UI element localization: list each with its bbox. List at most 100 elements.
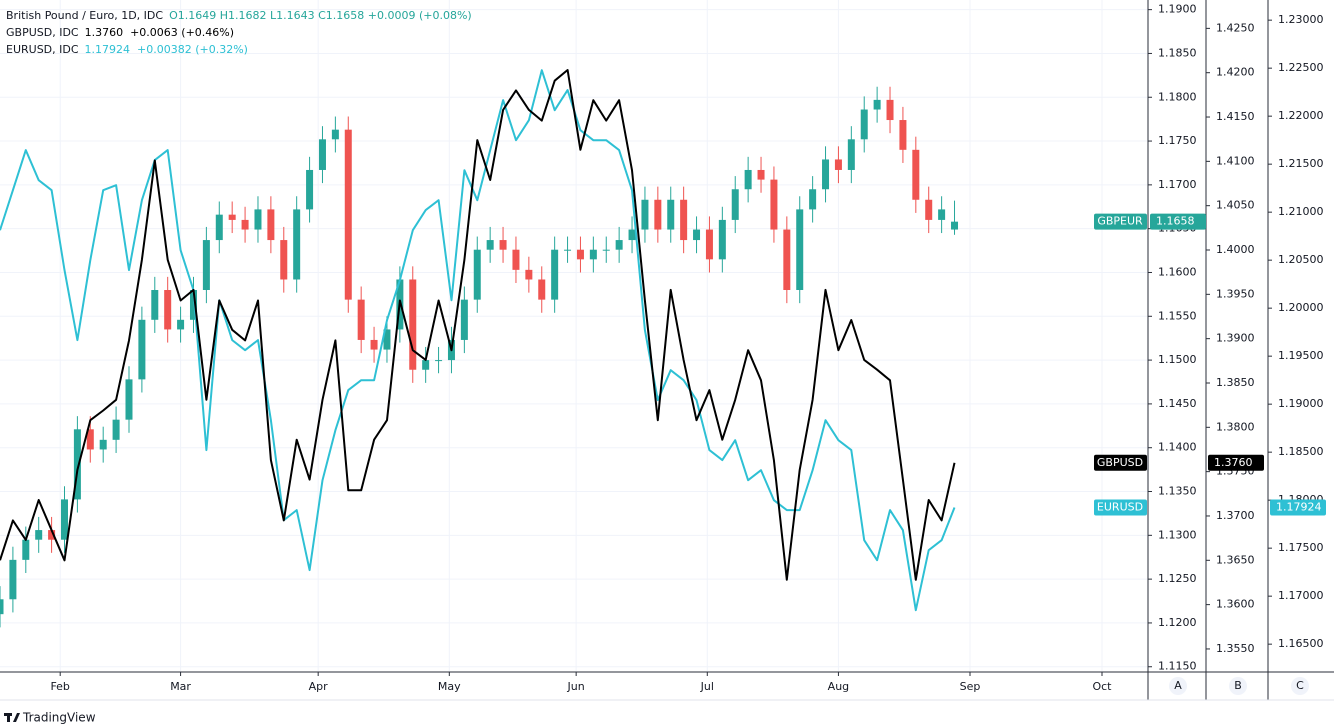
candle-body — [73, 429, 81, 500]
candle-body — [525, 269, 533, 280]
candle-body — [770, 179, 778, 230]
y-tick-label: 1.3650 — [1216, 553, 1255, 566]
candle-body — [912, 149, 920, 200]
candle-body — [35, 530, 43, 540]
legend: British Pound / Euro, 1D, IDC O1.1649 H1.… — [6, 7, 472, 58]
candle-body — [383, 329, 391, 350]
y-tick-label: 1.1350 — [1158, 485, 1197, 498]
candle-body — [460, 299, 468, 340]
axis-button-label[interactable]: C — [1296, 679, 1304, 692]
y-tick-label: 1.4150 — [1216, 110, 1255, 123]
series-line — [0, 69, 956, 581]
candle-body — [576, 249, 584, 260]
candle-body — [202, 240, 210, 291]
y-tick-label: 1.19500 — [1278, 349, 1324, 362]
y-tick-label: 1.4200 — [1216, 66, 1255, 79]
candle-body — [499, 240, 507, 250]
candle-body — [151, 290, 159, 320]
x-tick-label: Oct — [1092, 680, 1112, 693]
candle-body — [344, 129, 352, 300]
candle-body — [22, 539, 30, 560]
y-tick-label: 1.1900 — [1158, 3, 1197, 16]
price-tag-value: 1.1658 — [1156, 215, 1195, 228]
axis-button-label[interactable]: B — [1234, 679, 1242, 692]
candle-body — [589, 249, 597, 260]
legend-name: British Pound / Euro, 1D, IDC — [6, 9, 164, 22]
y-tick-label: 1.3800 — [1216, 420, 1255, 433]
logo-mark — [7, 713, 10, 722]
candle-body — [744, 169, 752, 190]
y-tick-label: 1.1850 — [1158, 46, 1197, 59]
x-tick-label: Mar — [170, 680, 191, 693]
candle-body — [9, 559, 17, 600]
candle-body — [215, 214, 223, 241]
price-tag-value-bg — [1150, 213, 1206, 230]
x-tick-label: Feb — [50, 680, 69, 693]
price-tag-name: GBPUSD — [1097, 456, 1143, 469]
candle-body — [177, 319, 185, 330]
y-tick-label: 1.19000 — [1278, 397, 1324, 410]
candle-body — [422, 360, 430, 370]
legend-row: GBPUSD, IDC 1.3760 +0.0063 (+0.46%) — [6, 24, 472, 41]
candle-body — [0, 599, 4, 615]
y-tick-label: 1.3600 — [1216, 598, 1255, 611]
candle-body — [318, 139, 326, 170]
y-tick-label: 1.17000 — [1278, 589, 1324, 602]
y-tick-label: 1.20500 — [1278, 253, 1324, 266]
candle-body — [860, 109, 868, 140]
y-tick-label: 1.1400 — [1158, 441, 1197, 454]
y-tick-label: 1.4250 — [1216, 21, 1255, 34]
candle-body — [138, 319, 146, 380]
y-tick-label: 1.4100 — [1216, 154, 1255, 167]
candle-body — [306, 169, 314, 210]
candle-body — [125, 379, 133, 420]
y-tick-label: 1.20000 — [1278, 301, 1324, 314]
candle-body — [809, 189, 817, 210]
candle-body — [938, 209, 946, 220]
candle-body — [538, 279, 546, 300]
logo-mark — [13, 713, 20, 722]
y-tick-label: 1.1600 — [1158, 265, 1197, 278]
legend-values: O1.1649 H1.1682 L1.1643 C1.1658 +0.0009 … — [169, 9, 472, 22]
candle-body — [822, 159, 830, 190]
candle-body — [718, 219, 726, 260]
y-tick-label: 1.1300 — [1158, 528, 1197, 541]
y-tick-label: 1.4050 — [1216, 199, 1255, 212]
candle-body — [241, 219, 249, 230]
candle-body — [886, 99, 894, 121]
grid — [0, 0, 1148, 672]
candle-body — [602, 249, 610, 251]
y-tick-label: 1.1150 — [1158, 660, 1197, 673]
axis-button[interactable] — [1229, 677, 1247, 695]
y-tick-label: 1.1450 — [1158, 397, 1197, 410]
y-tick-label: 1.1550 — [1158, 309, 1197, 322]
x-tick-label: Aug — [828, 680, 849, 693]
candle-body — [409, 279, 417, 370]
price-tag-value-bg — [1270, 499, 1326, 516]
y-tick-label: 1.4000 — [1216, 243, 1255, 256]
price-tag-name-bg — [1094, 499, 1147, 516]
legend-values: 1.3760 +0.0063 (+0.46%) — [84, 26, 235, 39]
price-tag-name-bg — [1094, 454, 1147, 471]
legend-name: GBPUSD, IDC — [6, 26, 79, 39]
y-tick-label: 1.18500 — [1278, 445, 1324, 458]
candle-body — [370, 339, 378, 350]
y-tick-label: 1.1200 — [1158, 616, 1197, 629]
candle-body — [783, 229, 791, 291]
axis-button[interactable] — [1169, 677, 1187, 695]
axis-button-label[interactable]: A — [1174, 679, 1182, 692]
candle-body — [164, 290, 172, 330]
candle-body — [654, 199, 662, 230]
y-tick-label: 1.1250 — [1158, 572, 1197, 585]
y-tick-label: 1.23000 — [1278, 13, 1324, 26]
candle-body — [847, 139, 855, 170]
candle-body — [267, 209, 275, 241]
y-tick-label: 1.1800 — [1158, 90, 1197, 103]
y-tick-label: 1.16500 — [1278, 637, 1324, 650]
candle-body — [60, 499, 68, 540]
y-tick-label: 1.3700 — [1216, 509, 1255, 522]
y-tick-label: 1.1500 — [1158, 353, 1197, 366]
y-tick-label: 1.22500 — [1278, 61, 1324, 74]
axis-button[interactable] — [1291, 677, 1309, 695]
